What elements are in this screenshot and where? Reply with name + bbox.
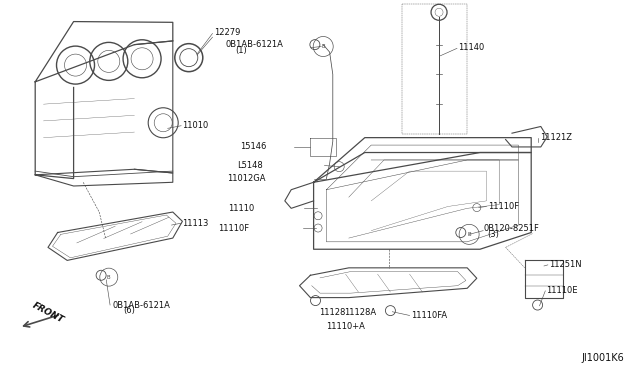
Text: 0B1AB-6121A: 0B1AB-6121A	[112, 301, 170, 310]
Text: B: B	[107, 275, 111, 280]
Text: 11110FA: 11110FA	[411, 311, 447, 320]
Text: 12279: 12279	[214, 28, 240, 37]
Text: 11128A: 11128A	[344, 308, 376, 317]
Text: 11110F: 11110F	[218, 224, 249, 232]
Text: (1): (1)	[236, 46, 247, 55]
Text: 11110E: 11110E	[547, 286, 578, 295]
Text: 15146: 15146	[240, 142, 266, 151]
Text: 11110+A: 11110+A	[326, 322, 365, 331]
Text: B: B	[467, 232, 471, 237]
Text: 11110: 11110	[228, 204, 254, 213]
Text: 0B1AB-6121A: 0B1AB-6121A	[225, 40, 283, 49]
Text: (6): (6)	[124, 307, 136, 315]
Text: 11251N: 11251N	[549, 260, 582, 269]
Text: 11012GA: 11012GA	[227, 174, 266, 183]
Text: FRONT: FRONT	[31, 301, 65, 325]
Text: B: B	[321, 44, 325, 49]
Text: 11128: 11128	[319, 308, 345, 317]
Text: (3): (3)	[488, 230, 500, 239]
Text: 11113: 11113	[182, 219, 209, 228]
Text: 0B120-8251F: 0B120-8251F	[484, 224, 540, 233]
Text: L5148: L5148	[237, 161, 262, 170]
Text: 11010: 11010	[182, 121, 209, 130]
Text: 11121Z: 11121Z	[540, 133, 572, 142]
Text: 11110F: 11110F	[488, 202, 519, 211]
Text: 11140: 11140	[458, 43, 484, 52]
Text: JI1001K6: JI1001K6	[581, 353, 624, 363]
